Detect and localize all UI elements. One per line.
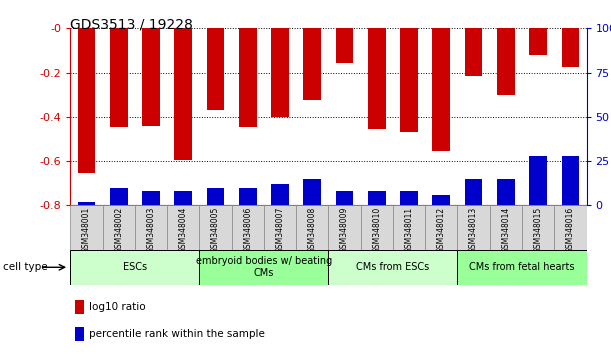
Bar <box>562 156 579 205</box>
Text: GSM348001: GSM348001 <box>82 207 91 253</box>
Bar <box>239 188 257 205</box>
Bar <box>70 205 103 250</box>
Bar <box>304 179 321 205</box>
Text: GSM348004: GSM348004 <box>178 207 188 253</box>
Text: GSM348007: GSM348007 <box>276 207 285 253</box>
Bar <box>433 195 450 205</box>
Bar <box>271 28 289 117</box>
Bar <box>529 28 547 55</box>
Text: GSM348006: GSM348006 <box>243 207 252 253</box>
Bar <box>142 191 160 205</box>
Text: CMs from ESCs: CMs from ESCs <box>356 262 430 272</box>
Text: GSM348003: GSM348003 <box>147 207 155 253</box>
Bar <box>207 188 224 205</box>
Bar <box>75 301 84 314</box>
Bar <box>554 205 587 250</box>
Bar <box>562 28 579 67</box>
Text: GSM348016: GSM348016 <box>566 207 575 253</box>
Text: GSM348008: GSM348008 <box>308 207 316 253</box>
Bar <box>497 28 514 95</box>
Bar <box>368 191 386 205</box>
Bar <box>78 202 95 205</box>
Bar <box>296 205 329 250</box>
Bar <box>232 205 264 250</box>
Text: GSM348015: GSM348015 <box>533 207 543 253</box>
Bar <box>264 205 296 250</box>
Bar <box>329 205 360 250</box>
Text: cell type: cell type <box>3 262 48 272</box>
Text: log10 ratio: log10 ratio <box>89 302 145 313</box>
Bar <box>497 179 514 205</box>
Bar <box>174 191 192 205</box>
Bar <box>174 28 192 160</box>
Bar <box>167 205 199 250</box>
Bar <box>490 205 522 250</box>
Text: GSM348005: GSM348005 <box>211 207 220 253</box>
Bar <box>135 205 167 250</box>
Text: percentile rank within the sample: percentile rank within the sample <box>89 329 265 339</box>
Bar <box>103 205 135 250</box>
Text: GSM348002: GSM348002 <box>114 207 123 253</box>
Bar <box>110 188 128 205</box>
Bar <box>199 250 329 285</box>
Bar <box>329 250 458 285</box>
Bar <box>465 28 483 76</box>
Text: embryoid bodies w/ beating
CMs: embryoid bodies w/ beating CMs <box>196 256 332 278</box>
Bar <box>393 205 425 250</box>
Text: GSM348010: GSM348010 <box>372 207 381 253</box>
Bar <box>78 28 95 173</box>
Bar <box>522 205 554 250</box>
Bar <box>239 28 257 127</box>
Text: GSM348013: GSM348013 <box>469 207 478 253</box>
Text: GDS3513 / 19228: GDS3513 / 19228 <box>70 18 193 32</box>
Bar <box>400 28 418 132</box>
Text: GSM348014: GSM348014 <box>502 207 510 253</box>
Bar <box>207 28 224 110</box>
Bar <box>271 184 289 205</box>
Bar <box>70 250 199 285</box>
Bar <box>304 28 321 100</box>
Text: GSM348009: GSM348009 <box>340 207 349 253</box>
Bar <box>400 191 418 205</box>
Bar <box>425 205 458 250</box>
Bar <box>458 205 490 250</box>
Bar <box>335 191 353 205</box>
Bar <box>110 28 128 127</box>
Bar <box>75 327 84 341</box>
Bar <box>360 205 393 250</box>
Bar <box>433 28 450 151</box>
Text: ESCs: ESCs <box>123 262 147 272</box>
Bar <box>199 205 232 250</box>
Bar <box>368 28 386 129</box>
Bar <box>142 28 160 126</box>
Bar <box>335 28 353 63</box>
Bar <box>465 179 483 205</box>
Text: GSM348011: GSM348011 <box>404 207 414 253</box>
Text: GSM348012: GSM348012 <box>437 207 446 253</box>
Bar <box>529 156 547 205</box>
Text: CMs from fetal hearts: CMs from fetal hearts <box>469 262 575 272</box>
Bar <box>458 250 587 285</box>
